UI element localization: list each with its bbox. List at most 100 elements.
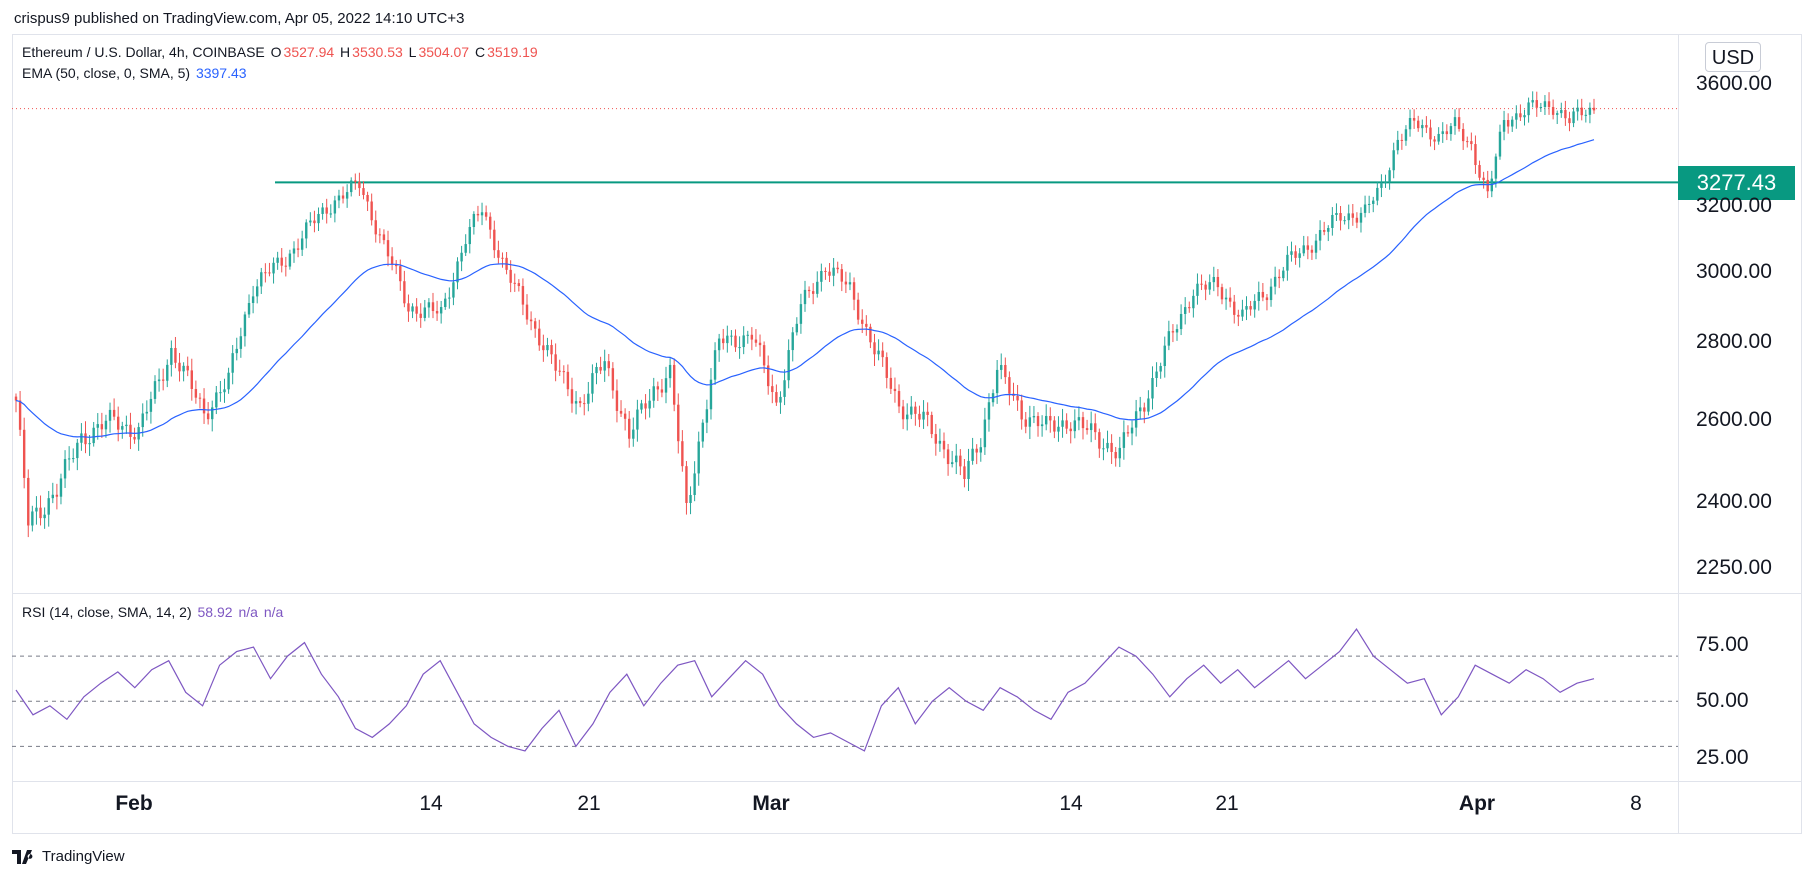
candle-body: [1228, 297, 1232, 302]
candle-body: [950, 462, 954, 465]
time-tick-label: 21: [1215, 792, 1239, 815]
candle-body: [1335, 212, 1338, 215]
candle-body: [767, 365, 770, 387]
candle-body: [321, 207, 324, 214]
candle-body: [906, 414, 909, 420]
symbol-legend[interactable]: Ethereum / U.S. Dollar, 4h, COINBASE O 35…: [22, 44, 540, 60]
candle-body: [121, 426, 124, 430]
candle-body: [182, 365, 185, 372]
candle-body: [1061, 420, 1064, 427]
rsi-legend[interactable]: RSI (14, close, SMA, 14, 2) 58.92 n/a n/…: [22, 604, 285, 620]
candle-body: [448, 297, 451, 299]
open-label: O: [270, 44, 282, 60]
candle-body: [1441, 131, 1444, 134]
level-price-tag[interactable]: 3277.43: [1678, 166, 1795, 200]
high-label: H: [340, 44, 351, 60]
candle-body: [76, 442, 79, 459]
candle-body: [1380, 183, 1383, 188]
candle-body: [1147, 398, 1150, 412]
candle-body: [975, 448, 978, 453]
candle-body: [1204, 284, 1207, 290]
chart-frame: [12, 34, 1802, 834]
candle-body: [1376, 187, 1379, 201]
candle-body: [292, 248, 296, 254]
time-axis-divider: [12, 781, 1802, 782]
candle-body: [96, 424, 99, 428]
candle-body: [1322, 230, 1326, 232]
candle-body: [1196, 283, 1199, 296]
candle-body: [893, 388, 897, 392]
candle-body: [325, 207, 328, 214]
candle-body: [1367, 203, 1371, 205]
candle-body: [656, 386, 660, 390]
candle-body: [1257, 291, 1260, 301]
candle-body: [1040, 424, 1044, 427]
candle-body: [341, 195, 345, 199]
candle-body: [660, 389, 664, 393]
candle-body: [533, 321, 537, 329]
candle-body: [59, 478, 63, 497]
candle-body: [112, 409, 116, 417]
candle-body: [166, 364, 169, 381]
candle-body: [591, 373, 594, 394]
candle-body: [1171, 331, 1175, 333]
candle-body: [39, 507, 42, 519]
currency-button[interactable]: USD: [1705, 42, 1761, 72]
ema-line: [15, 139, 1595, 438]
candle-body: [464, 244, 467, 253]
time-tick-label: 21: [577, 792, 601, 815]
candle-body: [260, 272, 263, 287]
candle-body: [1044, 415, 1048, 425]
candle-body: [1269, 286, 1273, 301]
candle-body: [562, 371, 566, 373]
candle-body: [611, 368, 615, 391]
price-tick-label: 3600.00: [1696, 72, 1772, 95]
candle-body: [1073, 420, 1077, 432]
candle-body: [697, 441, 700, 474]
candle-body: [1408, 118, 1412, 130]
candle-body: [632, 429, 635, 439]
candle-body: [1310, 249, 1314, 253]
time-tick-label: Mar: [752, 792, 790, 815]
candle-body: [701, 422, 704, 442]
candle-body: [1286, 254, 1289, 271]
time-tick-label: 8: [1630, 792, 1642, 815]
pane-divider[interactable]: [12, 593, 1802, 594]
rsi-tick-label: 75.00: [1696, 632, 1749, 656]
rsi-na-1: n/a: [238, 604, 258, 620]
candle-body: [791, 332, 794, 351]
candle-body: [223, 389, 226, 393]
candle-body: [1282, 270, 1285, 279]
candle-body: [1531, 100, 1534, 103]
brand-name: TradingView: [42, 848, 125, 865]
candle-body: [27, 477, 30, 526]
candle-body: [1568, 118, 1571, 124]
candle-body: [930, 414, 933, 435]
candle-body: [1580, 107, 1583, 116]
candle-body: [149, 398, 153, 412]
tradingview-brand[interactable]: TradingView: [12, 848, 125, 865]
candle-body: [1032, 416, 1036, 418]
candle-body: [1502, 120, 1506, 132]
ema-value: 3397.43: [195, 65, 247, 81]
candle-body: [300, 238, 304, 250]
candle-body: [202, 398, 206, 414]
ema-legend[interactable]: EMA (50, close, 0, SMA, 5) 3397.43: [22, 65, 249, 81]
candle-body: [501, 257, 504, 259]
candle-body: [231, 353, 234, 373]
candle-body: [1351, 213, 1355, 218]
candle-body: [934, 434, 938, 444]
candle-body: [578, 401, 582, 404]
candle-body: [734, 335, 737, 348]
candle-body: [1024, 419, 1027, 427]
candle-body: [1212, 276, 1216, 283]
candle-body: [1527, 102, 1530, 116]
candle-body: [1572, 111, 1575, 124]
candle-body: [619, 410, 623, 414]
candle-body: [1122, 432, 1126, 448]
candle-body: [493, 229, 496, 251]
candle-body: [1057, 426, 1060, 432]
candle-body: [403, 281, 406, 304]
candle-body: [873, 342, 876, 355]
